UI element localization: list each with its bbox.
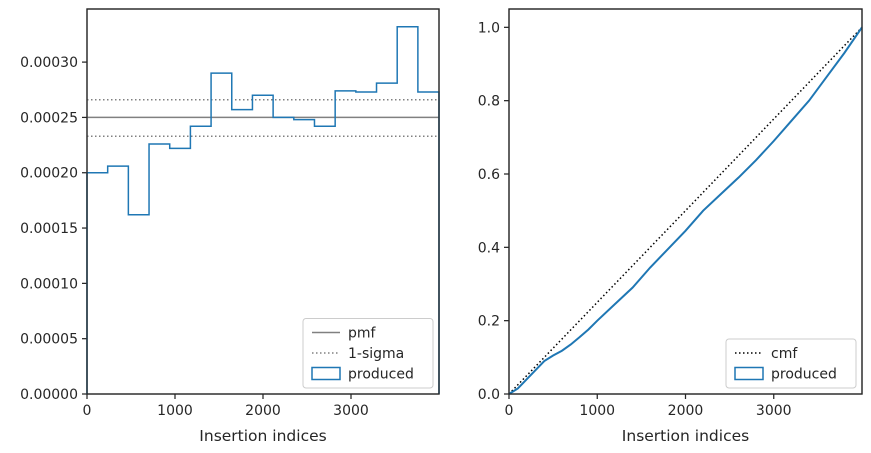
x-tick-label: 3000: [333, 403, 369, 419]
legend-label-produced: produced: [771, 367, 837, 383]
x-tick-label: 1000: [579, 403, 615, 419]
produced-line: [508, 26, 863, 395]
legend: pmf 1-sigma produced: [302, 318, 434, 389]
legend-label-produced: produced: [348, 367, 414, 383]
legend-label-pmf: pmf: [348, 326, 377, 342]
y-tick-label: 0.00005: [20, 332, 78, 348]
y-tick-label: 0.0: [478, 387, 500, 403]
y-tick-label: 1.0: [478, 20, 500, 36]
y-tick-label: 0.00015: [20, 221, 78, 237]
legend-swatch-produced: [311, 366, 341, 381]
x-tick-label: 3000: [756, 403, 792, 419]
right-panel-cmf-plot: 0 1000 2000 3000 0.0 0.2 0.4 0.6 0.8 1.0 Insertion…: [478, 8, 863, 445]
y-tick-label: 0.6: [478, 167, 500, 183]
x-tick-label: 2000: [668, 403, 704, 419]
y-tick-label: 0.8: [478, 94, 500, 110]
legend-box: [725, 338, 857, 389]
legend-box: [302, 318, 434, 389]
x-axis-label: Insertion indices: [622, 427, 749, 445]
legend-swatch-produced: [734, 366, 764, 381]
y-tick-label: 0.00010: [20, 276, 78, 292]
x-tick-label: 1000: [157, 403, 193, 419]
cmf-line: [508, 26, 863, 395]
axes-frame: [508, 8, 863, 395]
y-tick-label: 0.4: [478, 240, 500, 256]
y-tick-label: 0.00000: [20, 387, 78, 403]
y-tick-label: 0.00020: [20, 166, 78, 182]
legend: cmf produced: [725, 338, 857, 389]
x-tick-label: 0: [83, 403, 92, 419]
axes-frame-top: [508, 8, 863, 395]
x-tick-label: 2000: [245, 403, 281, 419]
y-tick-label: 0.00025: [20, 110, 78, 126]
y-tick-label: 0.00030: [20, 55, 78, 71]
produced-histogram-step: [86, 25, 440, 394]
legend-label-sigma: 1-sigma: [348, 346, 404, 362]
legend-label-cmf: cmf: [771, 346, 798, 362]
x-tick-label: 0: [505, 403, 514, 419]
y-tick-label: 0.2: [478, 314, 500, 330]
axes-frame-top: [86, 8, 440, 395]
x-axis-label: Insertion indices: [199, 427, 326, 445]
left-panel-pmf-histogram: 0 1000 2000 3000 0.00000 0.00005 0.00010 0.0001…: [20, 8, 440, 445]
